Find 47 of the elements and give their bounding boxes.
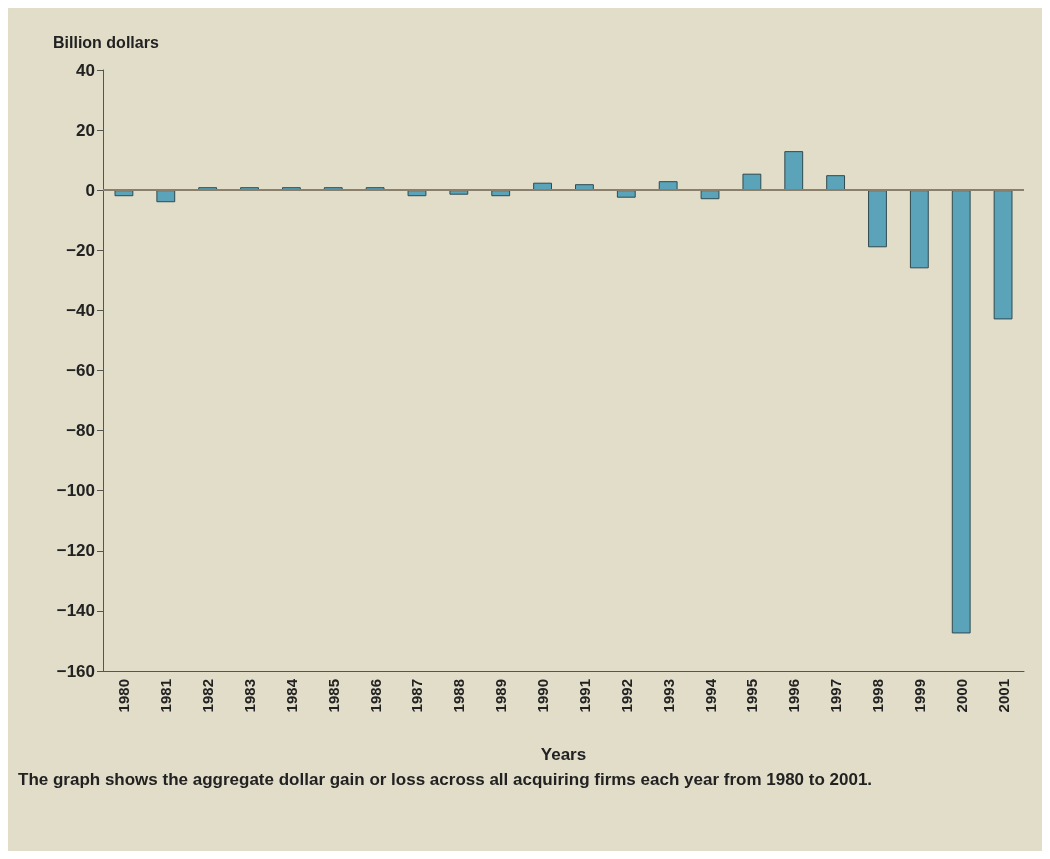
y-tick-label: −20 [66,240,95,260]
y-tick-label: −120 [56,541,95,561]
x-tick-label: 1998 [868,679,886,713]
y-tick-label: 20 [76,120,95,140]
y-tick-label: −40 [66,300,95,320]
x-tick-label: 1983 [241,679,259,713]
x-tick-label: 2001 [994,679,1012,713]
bar [700,190,720,200]
y-tick-label: −60 [66,361,95,380]
x-tick-label: 1993 [659,679,677,713]
x-tick-label: 1987 [408,679,426,713]
x-tick-label: 1997 [827,679,845,713]
y-tick-label: −160 [56,661,95,681]
x-tick-label: 1986 [366,679,384,713]
y-tick-label: −100 [56,481,95,501]
x-tick-label: 2000 [952,679,970,713]
bar [156,190,176,203]
bar [951,190,971,634]
x-tick-label: 1989 [492,679,510,713]
x-tick-label: 1999 [910,679,928,713]
x-tick-label: 1984 [282,678,300,713]
x-tick-label: 1995 [743,679,761,713]
text: The graph shows the aggregate dollar gain or loss across all acquiring firms each year from 1980 to 2001. [18,769,873,789]
bar [993,190,1013,320]
bar [742,173,762,191]
x-tick-label: 1980 [115,679,133,713]
x-tick-label: 1981 [157,679,175,713]
x-tick-label: 1991 [575,679,593,713]
y-tick-label: 0 [85,180,95,200]
y-axis-title: Billion dollars [53,33,159,51]
bar [616,190,636,198]
x-tick-label: 1996 [785,679,803,713]
x-tick-label: 1985 [324,679,342,713]
x-tick-label: 1982 [199,679,217,713]
x-tick-label: 1990 [534,679,552,713]
x-tick-label: 1994 [701,678,719,713]
bar [909,190,929,269]
y-tick-label: −140 [56,601,95,621]
x-tick-label: 1988 [450,679,468,713]
bar [449,190,469,195]
y-tick-label: 40 [76,60,95,80]
y-tick-label: −80 [66,421,95,441]
bar [784,151,804,191]
bar [826,175,846,191]
x-axis-title: Years [540,745,587,764]
bar [868,190,887,248]
x-tick-label: 1992 [617,679,635,713]
